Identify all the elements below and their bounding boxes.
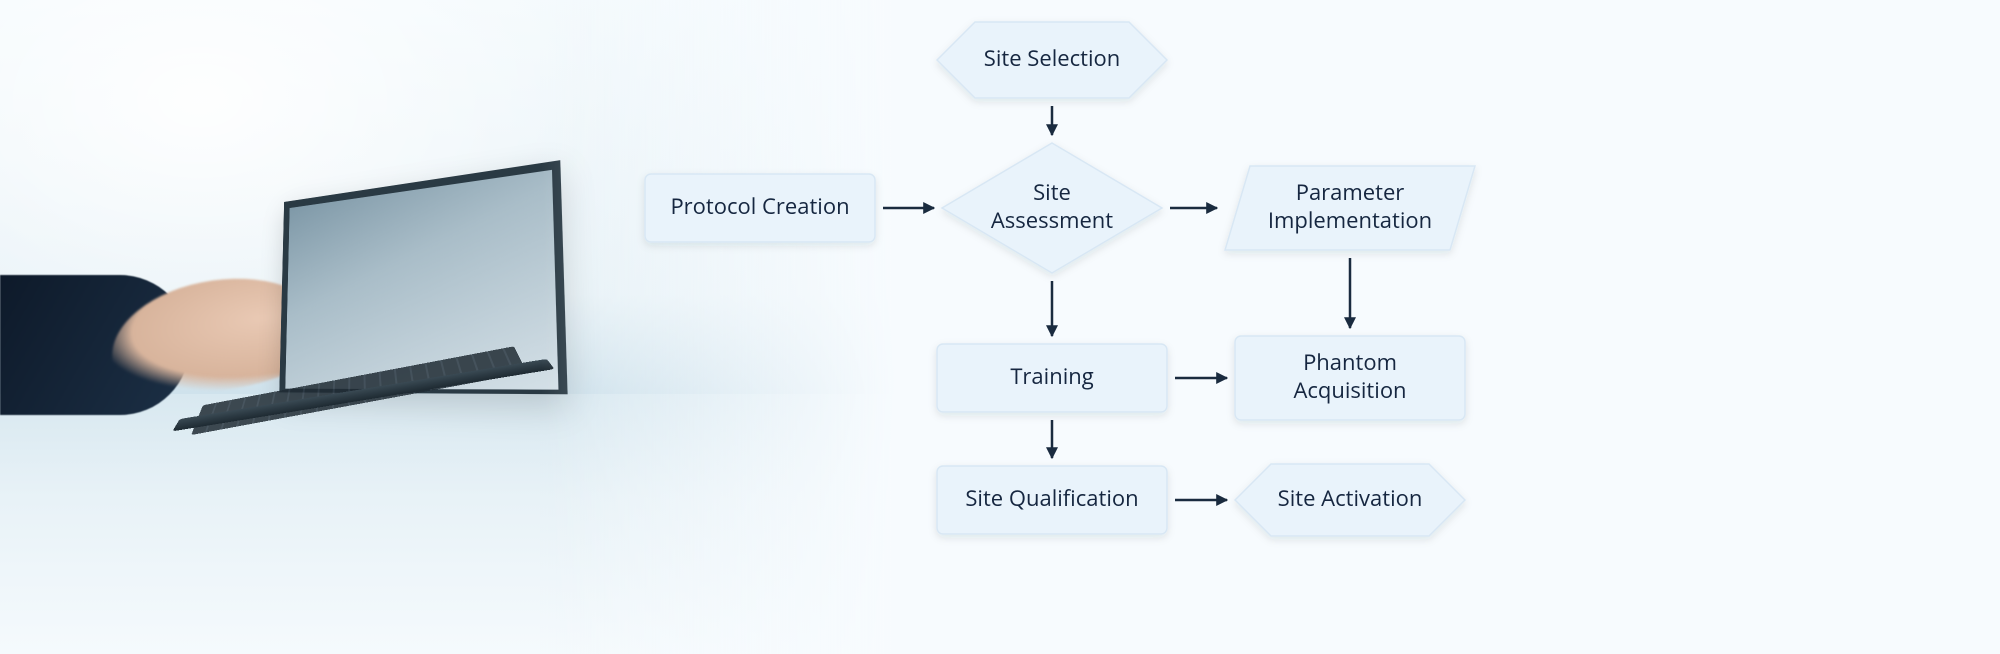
flow-node-label: Site Selection bbox=[984, 43, 1121, 73]
flow-node-phantom_acq: PhantomAcquisition bbox=[1235, 336, 1465, 420]
flow-node-label: Assessment bbox=[991, 205, 1113, 235]
flow-node-label: Training bbox=[1010, 361, 1093, 391]
page-root: Site Selection Protocol Creation SiteAsses… bbox=[0, 0, 2000, 654]
flow-node-site_activation: Site Activation bbox=[1235, 464, 1465, 536]
flow-node-label: Phantom bbox=[1303, 347, 1397, 377]
flow-node-site_selection: Site Selection bbox=[937, 22, 1167, 98]
flow-node-label: Site Activation bbox=[1278, 483, 1423, 513]
flow-node-training: Training bbox=[937, 344, 1167, 412]
flowchart: Site Selection Protocol Creation SiteAsses… bbox=[600, 0, 2000, 654]
flow-node-site_qual: Site Qualification bbox=[937, 466, 1167, 534]
flow-node-protocol_creation: Protocol Creation bbox=[645, 174, 875, 242]
flow-node-label: Acquisition bbox=[1293, 375, 1406, 405]
flow-node-site_assessment: SiteAssessment bbox=[942, 143, 1162, 273]
flow-node-label: Parameter bbox=[1296, 177, 1405, 207]
flow-node-label: Site Qualification bbox=[965, 483, 1138, 513]
flow-node-label: Implementation bbox=[1268, 205, 1432, 235]
flow-node-label: Protocol Creation bbox=[670, 191, 849, 221]
flow-node-label: Site bbox=[1033, 177, 1071, 207]
flow-node-param_impl: ParameterImplementation bbox=[1225, 166, 1475, 250]
